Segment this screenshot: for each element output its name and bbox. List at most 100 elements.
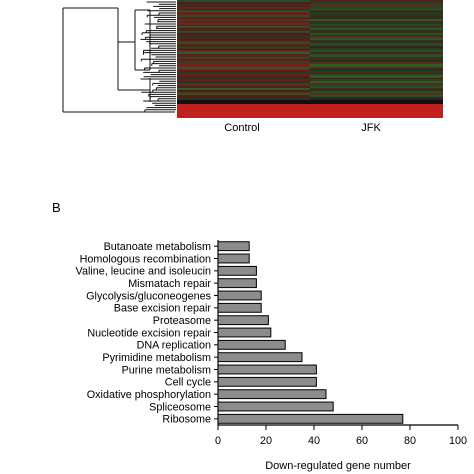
x-tick-label: 20 [260, 435, 272, 447]
heatmap-cell [177, 41, 310, 44]
bar [217, 364, 317, 375]
heatmap-cell [177, 44, 310, 47]
heatmap-cell [177, 65, 310, 68]
category-label: Nucleotide excision repair [87, 327, 211, 339]
heatmap-cell [177, 87, 310, 90]
heatmap-cell [310, 63, 443, 66]
heatmap-cell [177, 15, 310, 18]
heatmap-cell [177, 72, 310, 75]
heatmap-cell [310, 81, 443, 84]
bar [217, 315, 269, 326]
heatmap-cell [177, 53, 310, 56]
heatmap-cell [310, 67, 443, 70]
heatmap-cell [310, 27, 443, 30]
bar [217, 413, 404, 424]
heatmap-cell [177, 1, 310, 4]
heatmap-cell [310, 60, 443, 63]
heatmap-cell [177, 37, 310, 40]
category-label: Mismatach repair [128, 278, 211, 290]
heatmap-cell [310, 48, 443, 51]
heatmap-cell [310, 6, 443, 9]
heatmap-cell [310, 51, 443, 54]
heatmap-cell [177, 36, 310, 39]
bar [217, 265, 257, 276]
heatmap-cell [310, 44, 443, 47]
heatmap-cell [310, 46, 443, 49]
heatmap-cell [310, 58, 443, 61]
heatmap-cell [177, 5, 310, 8]
heatmap-cell [177, 29, 310, 32]
heatmap-cell [177, 96, 310, 99]
category-label: Purine metabolism [122, 364, 211, 376]
heatmap-cell [177, 56, 310, 59]
heatmap-cell [177, 82, 310, 85]
heatmap-cell [177, 98, 310, 101]
heatmap-cell [310, 84, 443, 87]
heatmap-cell [177, 17, 310, 20]
heatmap-cell [177, 75, 310, 78]
heatmap-cell [310, 56, 443, 59]
heatmap-cell [177, 81, 310, 84]
heatmap-cell [177, 62, 310, 65]
heatmap-cell [177, 91, 310, 94]
x-axis-title: Down-regulated gene number [265, 460, 411, 472]
x-tick-label: 60 [356, 435, 368, 447]
heatmap-cell [177, 68, 310, 71]
heatmap-cell [310, 94, 443, 97]
heatmap-cell [310, 43, 443, 46]
category-label: Proteasome [153, 315, 211, 327]
heatmap-cell [310, 10, 443, 13]
heatmap-cell [177, 50, 310, 53]
category-label: Butanoate metabolism [104, 241, 211, 253]
heatmap-cell [177, 74, 310, 77]
heatmap-cell [177, 55, 310, 58]
heatmap-cell [310, 17, 443, 20]
heatmap-cell [177, 94, 310, 97]
bar [217, 278, 257, 289]
heatmap-cell [310, 65, 443, 68]
heatmap-cell [310, 68, 443, 71]
heatmap-cell [310, 29, 443, 32]
category-label: Glycolysis/gluconeogenes [86, 290, 211, 302]
heatmap-panel: Control JFK [62, 0, 443, 134]
heatmap-cell [310, 24, 443, 27]
heatmap-cell [177, 58, 310, 61]
heatmap-cell [310, 72, 443, 75]
heatmap-cell [177, 100, 443, 104]
x-tick-label: 40 [308, 435, 320, 447]
heatmap-cell [310, 53, 443, 56]
heatmap-cell [310, 22, 443, 25]
heatmap-cell [177, 0, 310, 3]
heatmap-cell [177, 13, 310, 16]
heatmap-cell [177, 51, 310, 54]
heatmap-cell [177, 67, 310, 70]
heatmap-cell [310, 41, 443, 44]
heatmap-cell [310, 39, 443, 42]
heatmap-cell [310, 50, 443, 53]
heatmap-cell [177, 22, 310, 25]
category-label: DNA replication [137, 340, 211, 352]
panel-label-b: B [52, 200, 61, 215]
heatmap-cell [177, 60, 310, 63]
heatmap-column-label-control: Control [224, 122, 259, 134]
heatmap-cell [177, 63, 310, 66]
heatmap-cell [177, 3, 310, 6]
heatmap-cell [310, 8, 443, 11]
heatmap-cell [177, 20, 310, 23]
heatmap-cell [177, 93, 310, 96]
heatmap-cell [177, 79, 310, 82]
heatmap-cell [310, 13, 443, 16]
heatmap-cell [177, 104, 443, 118]
bar [217, 389, 327, 400]
heatmap-cell [310, 18, 443, 21]
category-label: Ribosome [162, 414, 211, 426]
heatmap-cell [310, 15, 443, 18]
heatmap-cell [177, 46, 310, 49]
heatmap-cell [177, 18, 310, 21]
bar [217, 253, 250, 264]
heatmap-cell [310, 12, 443, 15]
x-tick-label: 0 [215, 435, 221, 447]
bar [217, 339, 286, 350]
